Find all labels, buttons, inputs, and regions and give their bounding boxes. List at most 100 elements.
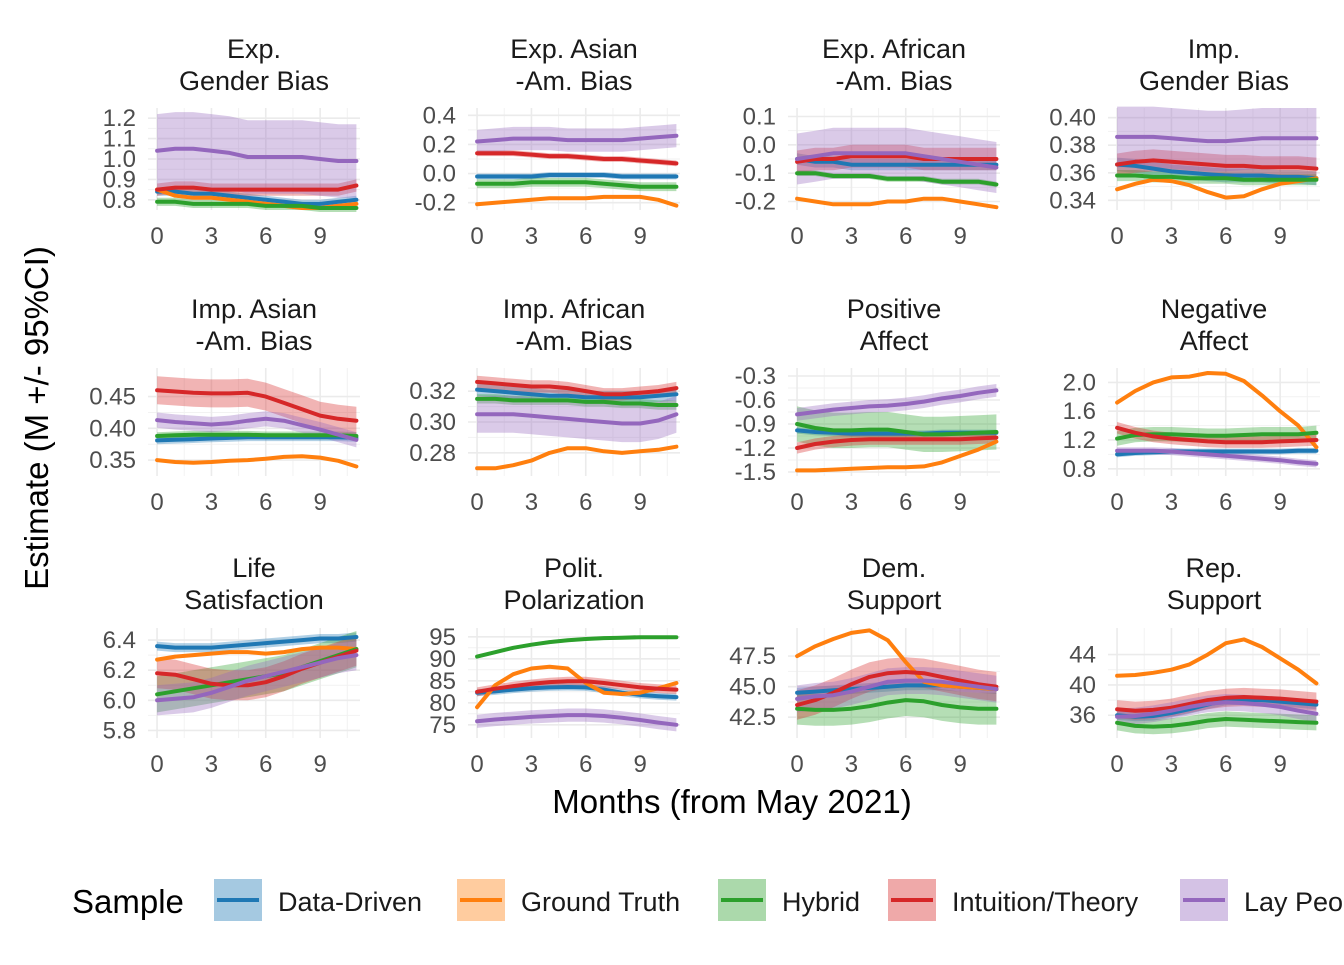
series-line-intuition-theory [1115, 425, 1319, 445]
series-line-lay-people [155, 416, 359, 442]
series-lines [795, 151, 999, 210]
series-line-data-driven [155, 189, 359, 206]
x-tick-label: 0 [790, 223, 803, 250]
panel-5: 0.35 0.40 0.45 0 3 6 9 Imp. Asian-Am. Bias [89, 294, 360, 516]
y-tick-label: 1.6 [1063, 398, 1096, 425]
panel-title-line: Affect [860, 326, 929, 356]
x-tick-label: 9 [313, 751, 326, 778]
series-line-ground-truth [795, 439, 999, 473]
y-tick-label: 0.0 [743, 132, 776, 159]
series-line-ground-truth [475, 444, 679, 471]
x-tick-label: 0 [1110, 751, 1123, 778]
y-tick-label: 0.9 [103, 166, 136, 193]
legend-label: Hybrid [782, 887, 860, 917]
y-tick-label: 6.4 [103, 627, 136, 654]
y-tick-label: 1.2 [1063, 427, 1096, 454]
series-line-ground-truth [1115, 637, 1319, 686]
series-line-lay-people [155, 653, 359, 703]
y-tick-label: 42.5 [729, 704, 776, 731]
x-tick-label: 6 [579, 751, 592, 778]
panel-6: 0.28 0.30 0.32 0 3 6 9 Imp. African-Am. Bias [409, 294, 680, 516]
x-tick-label: 3 [845, 489, 858, 516]
panel-title-line: Imp. Asian [191, 294, 317, 324]
x-tick-label: 6 [579, 223, 592, 250]
x-tick-label: 6 [1219, 223, 1232, 250]
x-tick-label: 0 [150, 751, 163, 778]
series-lines [155, 388, 359, 469]
panel-title-line: Exp. African [822, 34, 966, 64]
panel-title-line: Polit. [544, 553, 604, 583]
series-line-intuition-theory [475, 679, 679, 694]
ci-band-lay-people [797, 384, 997, 421]
y-tick-label: 45.0 [729, 674, 776, 701]
y-tick-label: 1.0 [103, 146, 136, 173]
y-tick-label: 0.28 [409, 440, 456, 467]
panel-title-line: Gender Bias [1139, 66, 1289, 96]
gridlines [1108, 108, 1320, 210]
panel-1: 0.80.91.01.11.2 0 3 6 9 Exp.Gender Bias [103, 34, 360, 250]
x-axis-title: Months (from May 2021) [552, 783, 911, 820]
y-tick-label: -0.2 [735, 189, 776, 216]
y-tick-label: 0.45 [89, 384, 136, 411]
y-tick-label: 75 [429, 712, 456, 739]
series-line-hybrid [795, 422, 999, 437]
x-tick-label: 6 [899, 751, 912, 778]
series-line-intuition-theory [155, 183, 359, 192]
y-tick-label: -1.5 [735, 459, 776, 486]
series-line-ground-truth [155, 645, 359, 662]
y-tick-label: 0.35 [89, 447, 136, 474]
x-tick-label: 9 [953, 489, 966, 516]
x-tick-label: 0 [1110, 223, 1123, 250]
series-line-lay-people [475, 133, 679, 144]
series-line-ground-truth [475, 194, 679, 208]
panel-title-line: -Am. Bias [835, 66, 952, 96]
x-tick-label: 3 [845, 751, 858, 778]
x-tick-label: 0 [1110, 489, 1123, 516]
y-tick-label: 6.0 [103, 687, 136, 714]
panel-title-line: Polarization [503, 585, 644, 615]
x-tick-label: 3 [525, 223, 538, 250]
y-tick-label: 0.34 [1049, 187, 1096, 214]
legend-item-intuition-theory: Intuition/Theory [888, 879, 1139, 921]
series-line-data-driven [1115, 162, 1319, 181]
series-line-intuition-theory [1115, 695, 1319, 713]
x-tick-label: 3 [1165, 223, 1178, 250]
series-line-hybrid [475, 396, 679, 407]
y-tick-label: 0.32 [409, 378, 456, 405]
y-tick-label: 95 [429, 624, 456, 651]
panel-title-line: Affect [1180, 326, 1249, 356]
x-tick-label: 9 [313, 223, 326, 250]
series-line-lay-people [795, 151, 999, 170]
y-tick-label: 0.0 [423, 161, 456, 188]
panel-title-line: Negative [1161, 294, 1268, 324]
series-line-hybrid [1115, 173, 1319, 182]
series-line-lay-people [1115, 700, 1319, 719]
legend: Sample Data-Driven Ground Truth Hybrid Intu… [72, 879, 1344, 921]
ci-band-lay-people [477, 708, 677, 732]
series-line-intuition-theory [475, 151, 679, 166]
ci-band-intuition-theory [477, 676, 677, 697]
x-tick-label: 0 [470, 223, 483, 250]
y-tick-label: -0.1 [735, 160, 776, 187]
ci-band-lay-people [157, 112, 357, 198]
panel-title-line: Satisfaction [184, 585, 324, 615]
legend-item-hybrid: Hybrid [718, 879, 860, 921]
x-tick-label: 6 [259, 751, 272, 778]
x-tick-label: 3 [205, 223, 218, 250]
x-tick-label: 3 [525, 751, 538, 778]
series-lines [475, 635, 679, 727]
x-tick-label: 9 [1273, 489, 1286, 516]
panel-title-line: Positive [847, 294, 942, 324]
ci-band-hybrid [797, 684, 997, 726]
panel-title-line: Support [847, 585, 942, 615]
series-line-hybrid [155, 199, 359, 210]
series-lines [155, 635, 359, 703]
legend-title: Sample [72, 883, 184, 920]
x-tick-label: 6 [899, 489, 912, 516]
panel-title-line: Rep. [1185, 553, 1242, 583]
series-lines [475, 379, 679, 471]
y-tick-label: 0.40 [1049, 105, 1096, 132]
y-axis-title: Estimate (M +/- 95%CI) [18, 246, 55, 590]
